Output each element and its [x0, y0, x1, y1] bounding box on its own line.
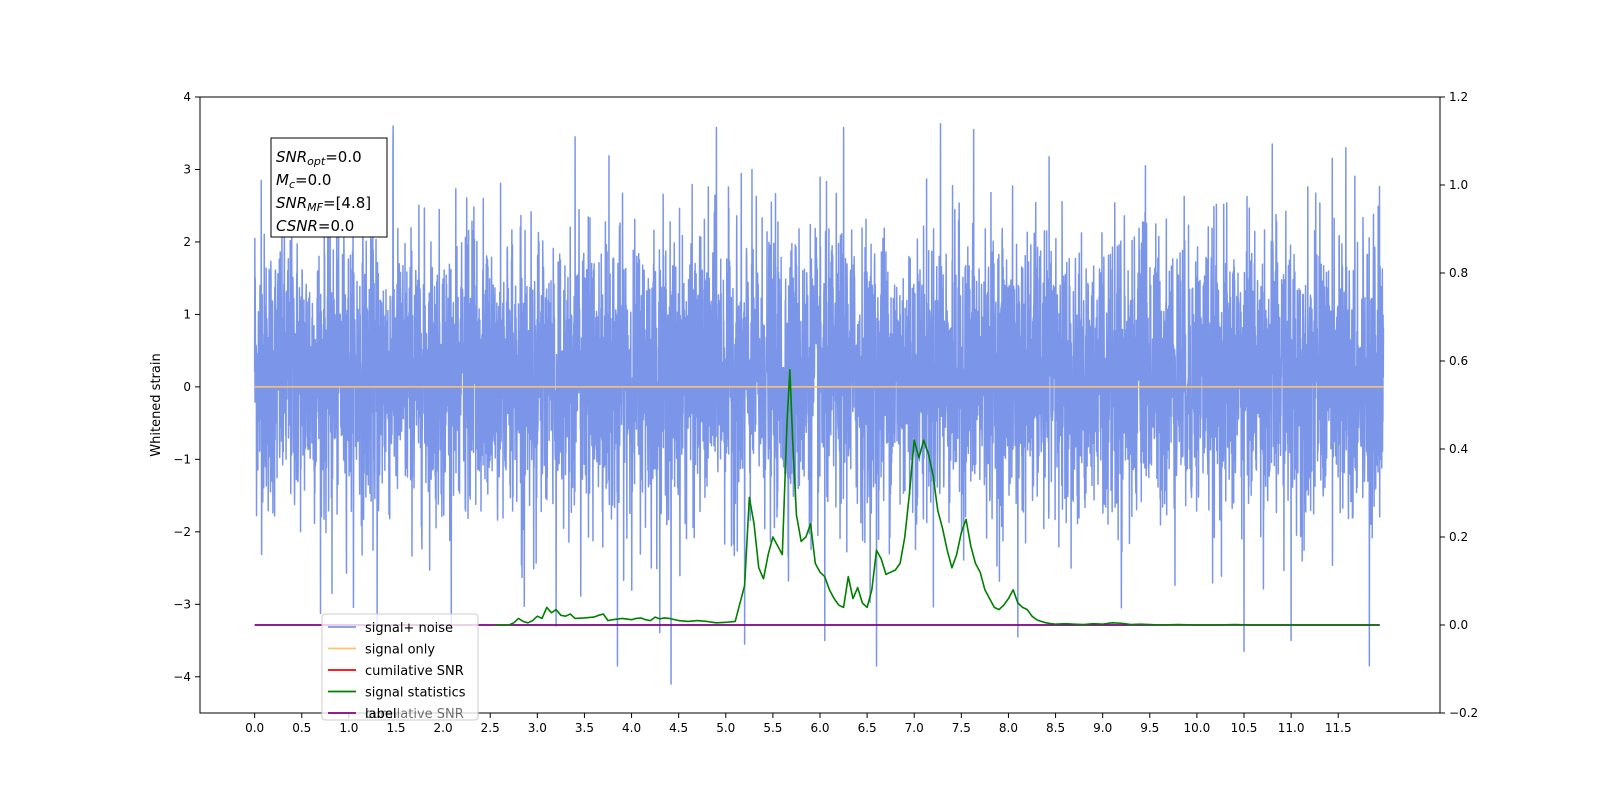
y-axis-label: Whitened strain	[149, 353, 164, 456]
y-tick-label: 1	[183, 307, 191, 321]
x-tick-label: 0.5	[292, 721, 311, 735]
x-tick-label: 2.0	[434, 721, 453, 735]
x-tick-label: 8.0	[999, 721, 1018, 735]
ticks-layer: 0.0 0.5 1.0 1.5 2.0 2.5 3.0 3.5 4.0 4.5 5.0 5.5 6.0 6…	[173, 90, 1478, 735]
stats-line: Mc=0.0	[276, 171, 331, 191]
y-tick-label: 4	[183, 90, 191, 104]
y2-tick-label: −0.2	[1449, 706, 1478, 720]
stats-lines: SNRopt=0.0 Mc=0.0 SNRMF=[4.8] CSNR=0.0	[276, 148, 371, 235]
y-tick-label: −2	[173, 525, 191, 539]
stats-line: CSNR=0.0	[276, 217, 354, 235]
legend-label: label	[365, 707, 396, 722]
stats-line: SNRMF=[4.8]	[276, 194, 371, 214]
x-tick-label: 8.5	[1046, 721, 1065, 735]
x-tick-label: 3.0	[528, 721, 547, 735]
stats-box: SNRopt=0.0 Mc=0.0 SNRMF=[4.8] CSNR=0.0	[270, 137, 388, 238]
x-tick-label: 11.5	[1325, 721, 1352, 735]
y-tick-label: −3	[173, 597, 191, 611]
y2-tick-label: 1.2	[1449, 90, 1468, 104]
x-tick-label: 1.0	[339, 721, 358, 735]
x-tick-label: 0.0	[245, 721, 264, 735]
x-tick-label: 2.5	[481, 721, 500, 735]
y2-tick-label: 0.8	[1449, 266, 1468, 280]
y2-tick-label: 0.0	[1449, 618, 1468, 632]
x-tick-label: 5.0	[716, 721, 735, 735]
y-tick-label: 2	[183, 235, 191, 249]
x-tick-label: 7.0	[905, 721, 924, 735]
legend-frame	[321, 613, 479, 721]
legend-label: cumilative SNR	[365, 664, 464, 679]
y2-tick-label: 1.0	[1449, 178, 1468, 192]
x-tick-label: 5.5	[763, 721, 782, 735]
y-tick-label: −4	[173, 670, 191, 684]
legend-label: signal+ noise	[365, 621, 453, 636]
x-tick-label: 11.0	[1278, 721, 1305, 735]
x-tick-label: 10.5	[1231, 721, 1258, 735]
legend-label: signal statistics	[365, 686, 466, 701]
stats-box-frame	[270, 137, 388, 238]
x-tick-label: 4.5	[669, 721, 688, 735]
x-tick-label: 4.0	[622, 721, 641, 735]
legend[interactable]: signal+ noise signal only cumilative SNR si…	[321, 613, 479, 722]
legend-label: signal only	[365, 643, 435, 658]
y2-tick-label: 0.6	[1449, 354, 1468, 368]
x-tick-label: 6.5	[858, 721, 877, 735]
series-signal-statistics	[494, 369, 1380, 626]
y2-tick-label: 0.4	[1449, 442, 1468, 456]
x-tick-label: 9.0	[1093, 721, 1112, 735]
x-tick-label: 7.5	[952, 721, 971, 735]
stats-line: SNRopt=0.0	[276, 148, 362, 168]
x-tick-label: 1.5	[386, 721, 405, 735]
x-tick-label: 9.5	[1140, 721, 1159, 735]
y-tick-label: 3	[183, 162, 191, 176]
x-tick-label: 3.5	[575, 721, 594, 735]
y-tick-label: 0	[183, 380, 191, 394]
y-tick-label: −1	[173, 452, 191, 466]
y2-tick-label: 0.2	[1449, 530, 1468, 544]
x-tick-label: 6.0	[810, 721, 829, 735]
x-tick-label: 10.0	[1184, 721, 1211, 735]
series-signal-plus-noise	[253, 123, 1385, 685]
legend-ghost-label: cumilative SNR	[365, 707, 464, 722]
